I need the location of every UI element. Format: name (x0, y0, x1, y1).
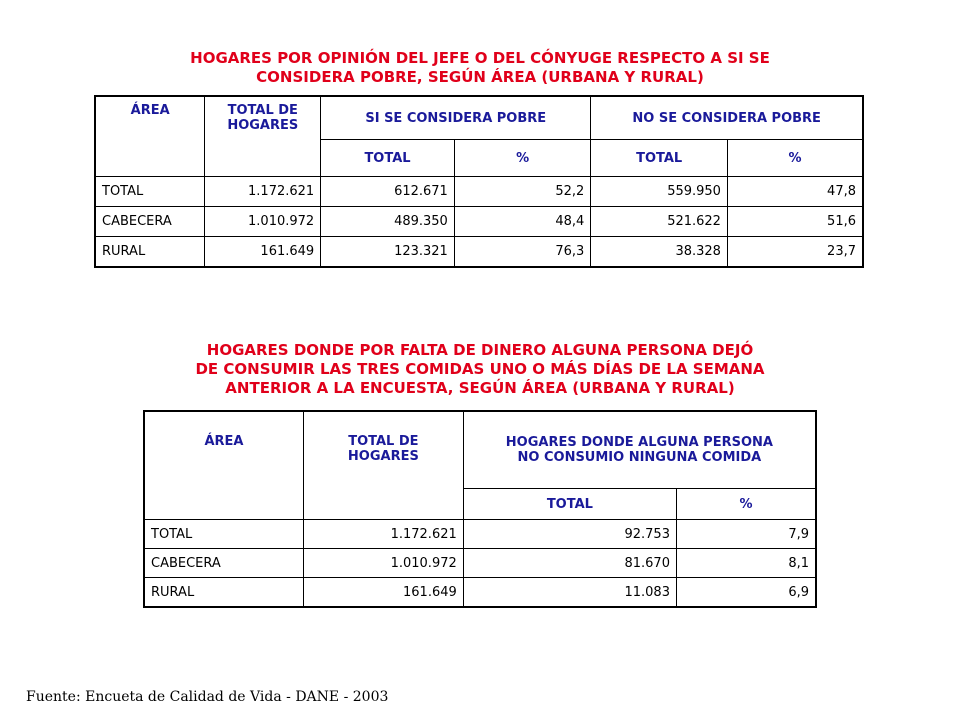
table2-header-no-consumio: HOGARES DONDE ALGUNA PERSONA NO CONSUMIO… (462, 410, 817, 489)
table2-title: HOGARES DONDE POR FALTA DE DINERO ALGUNA… (130, 341, 830, 398)
table2-title-line: HOGARES DONDE POR FALTA DE DINERO ALGUNA… (206, 341, 754, 359)
table-row: TOTAL 1.172.621 612.671 52,2 559.950 47,… (94, 176, 864, 207)
row-area: RURAL (143, 577, 304, 608)
row-total-hogares: 161.649 (204, 236, 322, 268)
row-no-pct: 51,6 (726, 206, 864, 237)
row-si-total: 612.671 (320, 176, 455, 207)
row-nc-pct: 6,9 (675, 577, 817, 608)
row-si-pct: 48,4 (453, 206, 592, 237)
table1-title-line: HOGARES POR OPINIÓN DEL JEFE O DEL CÓNYU… (190, 49, 770, 67)
table2: ÁREA TOTAL DE HOGARES HOGARES DONDE ALGU… (143, 410, 817, 608)
row-si-pct: 76,3 (453, 236, 592, 268)
table1-header-si-pct: % (453, 139, 592, 177)
row-nc-pct: 8,1 (675, 548, 817, 578)
table1-title-line: CONSIDERA POBRE, SEGÚN ÁREA (URBANA Y RU… (256, 68, 704, 86)
row-area: RURAL (94, 236, 206, 268)
table1-header-no-pct: % (726, 139, 864, 177)
table1-header-total-hogares: TOTAL DE HOGARES (204, 95, 322, 177)
row-total-hogares: 161.649 (302, 577, 464, 608)
row-total-hogares: 1.172.621 (302, 519, 464, 549)
table-row: CABECERA 1.010.972 489.350 48,4 521.622 … (94, 206, 864, 237)
table1-header-si-total: TOTAL (320, 139, 455, 177)
row-nc-pct: 7,9 (675, 519, 817, 549)
row-nc-total: 92.753 (462, 519, 677, 549)
table1-header-si-pobre: SI SE CONSIDERA POBRE (320, 95, 592, 140)
table1-header-no-pobre: NO SE CONSIDERA POBRE (590, 95, 864, 140)
row-area: TOTAL (143, 519, 304, 549)
table-row: CABECERA 1.010.972 81.670 8,1 (143, 548, 817, 578)
source-note: Fuente: Encueta de Calidad de Vida - DAN… (26, 689, 389, 705)
table-row: RURAL 161.649 11.083 6,9 (143, 577, 817, 608)
row-area: CABECERA (143, 548, 304, 578)
row-si-total: 123.321 (320, 236, 455, 268)
row-total-hogares: 1.010.972 (204, 206, 322, 237)
row-si-pct: 52,2 (453, 176, 592, 207)
table1-header-no-total: TOTAL (590, 139, 728, 177)
row-area: CABECERA (94, 206, 206, 237)
row-nc-total: 11.083 (462, 577, 677, 608)
table2-header-total: TOTAL (462, 488, 677, 520)
table2-title-line: ANTERIOR A LA ENCUESTA, SEGÚN ÁREA (URBA… (225, 379, 735, 397)
row-area: TOTAL (94, 176, 206, 207)
row-si-total: 489.350 (320, 206, 455, 237)
row-total-hogares: 1.010.972 (302, 548, 464, 578)
row-total-hogares: 1.172.621 (204, 176, 322, 207)
row-no-total: 559.950 (590, 176, 728, 207)
table1-header-area: ÁREA (94, 95, 206, 177)
table2-header-area: ÁREA (143, 410, 304, 520)
row-nc-total: 81.670 (462, 548, 677, 578)
table1: ÁREA TOTAL DE HOGARES SI SE CONSIDERA PO… (94, 95, 864, 268)
row-no-total: 38.328 (590, 236, 728, 268)
table1-title: HOGARES POR OPINIÓN DEL JEFE O DEL CÓNYU… (100, 49, 860, 87)
table2-title-line: DE CONSUMIR LAS TRES COMIDAS UNO O MÁS D… (195, 360, 765, 378)
table-row: RURAL 161.649 123.321 76,3 38.328 23,7 (94, 236, 864, 268)
row-no-pct: 47,8 (726, 176, 864, 207)
table2-header-pct: % (675, 488, 817, 520)
row-no-total: 521.622 (590, 206, 728, 237)
table2-header-total-hogares: TOTAL DE HOGARES (302, 410, 464, 520)
table-row: TOTAL 1.172.621 92.753 7,9 (143, 519, 817, 549)
row-no-pct: 23,7 (726, 236, 864, 268)
